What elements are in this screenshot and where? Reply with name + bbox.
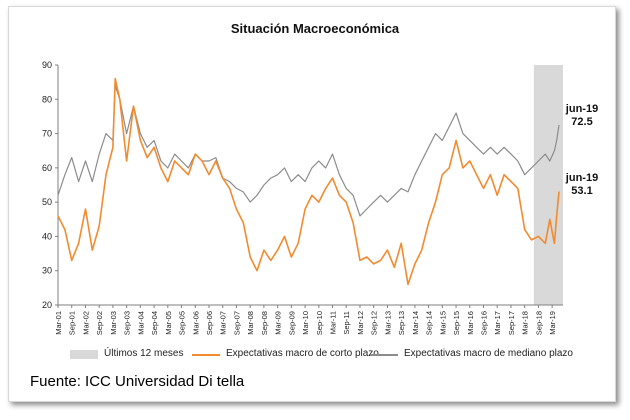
x-tick-label-Mar-12: Mar-12 [356, 311, 365, 335]
legend-short-label: Expectativas macro de corto plazo [226, 348, 379, 359]
x-tick-label-Sep-09: Sep-09 [287, 311, 296, 335]
annotation-short-label: jun-19 [565, 172, 599, 184]
x-tick-label-Sep-17: Sep-17 [507, 311, 516, 335]
y-tick-label-20: 20 [42, 300, 52, 310]
x-tick-label-Mar-08: Mar-08 [246, 311, 255, 335]
x-tick-label-Sep-06: Sep-06 [205, 311, 214, 335]
legend-short-swatch [192, 354, 220, 356]
x-tick-label-Mar-16: Mar-16 [466, 311, 475, 335]
x-tick-label-Sep-14: Sep-14 [425, 311, 434, 335]
x-tick-label-Sep-02: Sep-02 [95, 311, 104, 335]
x-tick-label-Mar-15: Mar-15 [438, 311, 447, 335]
annotation-short-value: 53.1 [571, 185, 593, 197]
chart-title: Situación Macroeconómica [230, 21, 400, 36]
legend-medium-label: Expectativas macro de mediano plazo [404, 348, 573, 359]
x-tick-label-Sep-12: Sep-12 [370, 311, 379, 335]
x-tick-label-Sep-13: Sep-13 [397, 311, 406, 335]
series-line-mediano-plazo [57, 85, 560, 217]
y-tick-label-70: 70 [42, 129, 52, 139]
x-tick-label-Sep-18: Sep-18 [534, 311, 543, 335]
annotation-short: jun-19 53.1 [557, 172, 607, 198]
y-tick-label-60: 60 [42, 163, 52, 173]
annotation-medium: jun-19 72.5 [557, 103, 607, 129]
x-tick-label-Sep-10: Sep-10 [315, 311, 324, 335]
legend-shade-swatch [70, 350, 98, 359]
x-tick-label-Sep-11: Sep-11 [342, 311, 351, 335]
legend-medium-swatch [370, 354, 398, 356]
x-tick-label-Mar-04: Mar-04 [136, 311, 145, 335]
x-tick-label-Mar-06: Mar-06 [191, 311, 200, 335]
y-tick-label-50: 50 [42, 197, 52, 207]
x-tick-label-Mar-19: Mar-19 [548, 311, 557, 335]
x-tick-label-Sep-04: Sep-04 [150, 311, 159, 335]
x-tick-label-Sep-01: Sep-01 [68, 311, 77, 335]
x-tick-label-Sep-07: Sep-07 [232, 311, 241, 335]
x-tick-label-Mar-10: Mar-10 [301, 311, 310, 335]
source-note: Fuente: ICC Universidad Di tella [30, 373, 245, 390]
annotation-medium-value: 72.5 [571, 116, 593, 128]
y-tick-label-80: 80 [42, 94, 52, 104]
x-tick-label-Sep-15: Sep-15 [452, 311, 461, 335]
x-tick-label-Mar-09: Mar-09 [274, 311, 283, 335]
series-line-corto-plazo [57, 77, 560, 286]
x-tick-label-Mar-18: Mar-18 [521, 311, 530, 335]
shaded-last-12-months [533, 65, 563, 305]
x-tick-label-Mar-01: Mar-01 [54, 311, 63, 335]
x-tick-label-Sep-08: Sep-08 [260, 311, 269, 335]
x-tick-label-Mar-05: Mar-05 [164, 311, 173, 335]
chart-frame [8, 6, 616, 402]
y-tick-label-30: 30 [42, 266, 52, 276]
annotation-medium-label: jun-19 [565, 103, 599, 115]
y-tick-label-40: 40 [42, 231, 52, 241]
x-tick-label-Mar-13: Mar-13 [383, 311, 392, 335]
x-tick-label-Mar-14: Mar-14 [411, 311, 420, 335]
x-tick-label-Sep-16: Sep-16 [480, 311, 489, 335]
x-tick-label-Mar-03: Mar-03 [109, 311, 118, 335]
x-tick-label-Sep-03: Sep-03 [123, 311, 132, 335]
x-tick-label-Sep-05: Sep-05 [178, 311, 187, 335]
x-tick-label-Mar-07: Mar-07 [219, 311, 228, 335]
x-tick-label-Mar-11: Mar-11 [329, 311, 338, 334]
x-tick-label-Mar-02: Mar-02 [81, 311, 90, 335]
y-tick-label-90: 90 [42, 60, 52, 70]
legend-shade-label: Últimos 12 meses [104, 348, 184, 359]
x-tick-label-Mar-17: Mar-17 [493, 311, 502, 335]
